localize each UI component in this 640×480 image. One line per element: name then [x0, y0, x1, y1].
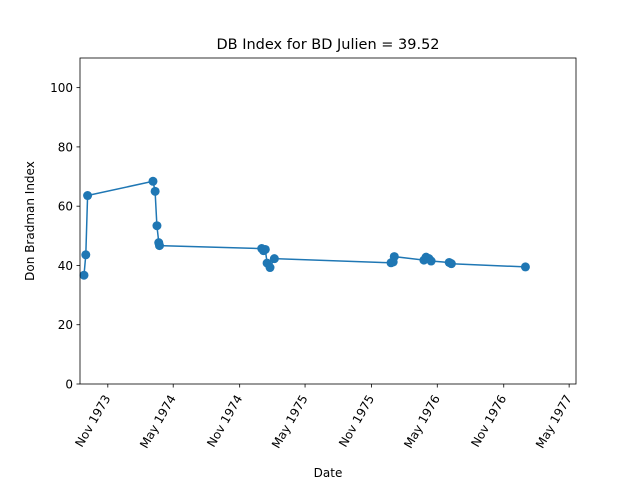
x-tick-label: Nov 1975: [336, 393, 377, 450]
y-tick-label: 80: [58, 140, 73, 154]
y-tick-label: 20: [58, 318, 73, 332]
y-axis-label: Don Bradman Index: [23, 161, 37, 281]
data-point: [79, 270, 89, 280]
y-tick-label: 40: [58, 259, 73, 273]
series-line: [83, 180, 526, 276]
data-point: [154, 241, 164, 251]
x-tick-label: May 1974: [137, 393, 179, 451]
x-axis: Nov 1973 May 1974 Nov 1974 May 1975 Nov 1975…: [72, 384, 575, 451]
data-point: [520, 262, 530, 272]
data-point: [269, 254, 279, 264]
x-tick-label: May 1977: [533, 393, 575, 451]
data-point: [426, 256, 436, 266]
data-point: [148, 176, 158, 186]
data-point: [81, 250, 91, 260]
x-tick-label: Nov 1976: [468, 393, 509, 450]
data-point: [150, 186, 160, 196]
x-tick-label: May 1975: [269, 393, 311, 451]
data-point: [265, 263, 275, 273]
x-tick-label: Nov 1973: [72, 393, 113, 450]
data-point: [83, 191, 93, 201]
y-tick-label: 60: [58, 200, 73, 214]
data-point: [389, 252, 399, 262]
data-point: [446, 259, 456, 269]
x-axis-label: Date: [314, 466, 343, 480]
y-axis: 0 20 40 60 80 100: [50, 81, 80, 392]
chart-title: DB Index for BD Julien = 39.52: [216, 37, 439, 53]
y-tick-label: 0: [65, 378, 73, 392]
plot-area: [79, 176, 530, 280]
x-tick-label: May 1976: [401, 393, 443, 451]
y-tick-label: 100: [50, 81, 73, 95]
plot-frame: [79, 57, 577, 385]
data-point: [260, 244, 270, 254]
data-point: [152, 221, 162, 231]
x-tick-label: Nov 1974: [204, 393, 245, 450]
